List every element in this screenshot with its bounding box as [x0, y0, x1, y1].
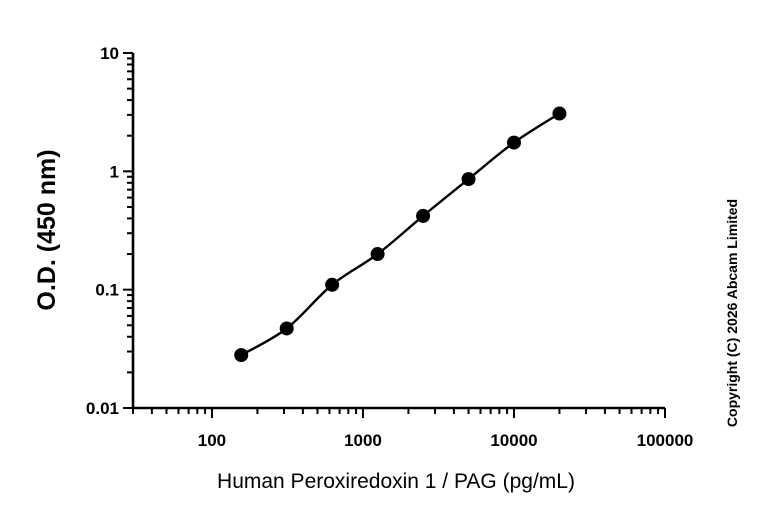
y-axis-title: O.D. (450 nm): [33, 149, 61, 310]
x-tick-label: 10000: [490, 431, 537, 450]
data-point: [279, 321, 294, 336]
data-point: [416, 208, 431, 223]
x-axis-title: Human Peroxiredoxin 1 / PAG (pg/mL): [217, 470, 575, 493]
y-axis-ticks: 0.01 0.1 1 10: [86, 44, 133, 418]
y-tick-label: 10: [100, 44, 119, 63]
data-point: [552, 106, 567, 121]
y-tick-label: 1: [110, 162, 119, 181]
axes: [131, 53, 665, 410]
data-points: [234, 106, 567, 363]
x-tick-label: 1000: [344, 431, 382, 450]
data-point: [461, 172, 476, 187]
y-tick-label: 0.1: [95, 281, 119, 300]
fit-curve: [240, 112, 561, 357]
x-axis-ticks: 100 1000 10000 100000: [132, 408, 694, 450]
data-point: [506, 135, 521, 150]
copyright-notice: Copyright (C) 2026 Abcam Limited: [724, 199, 740, 427]
data-point: [370, 247, 385, 262]
y-tick-label: 0.01: [86, 399, 119, 418]
data-point: [325, 277, 340, 292]
x-tick-label: 100000: [637, 431, 694, 450]
data-point: [234, 348, 249, 363]
x-tick-label: 100: [198, 431, 226, 450]
